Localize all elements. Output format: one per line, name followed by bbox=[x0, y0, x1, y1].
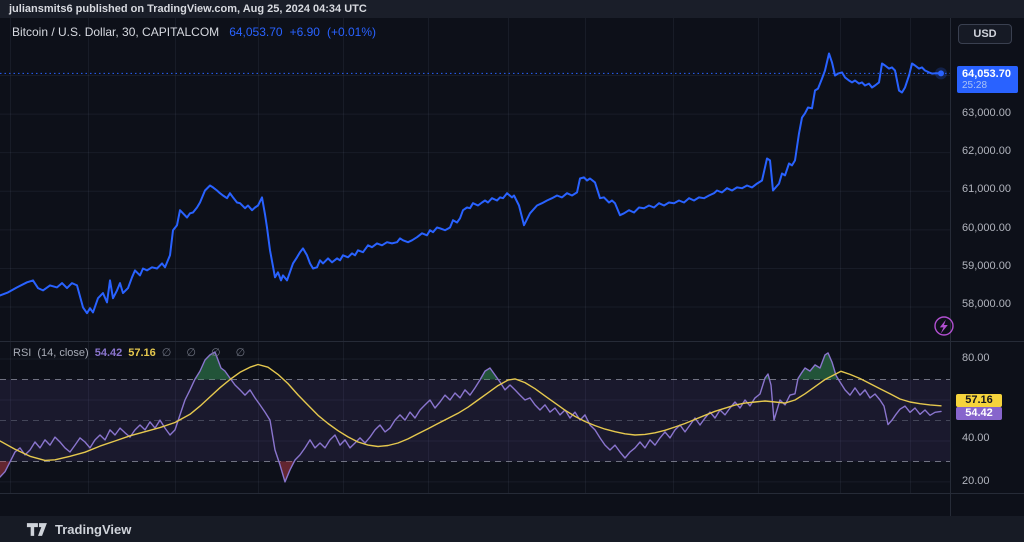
rsi-params: (14, close) bbox=[37, 347, 89, 359]
rsi-hidden-values: ∅ ∅ ∅ ∅ bbox=[161, 347, 252, 359]
price-axis-label: 60,000.00 bbox=[962, 222, 1011, 234]
publish-bar: juliansmits6 published on TradingView.co… bbox=[0, 0, 1024, 18]
publish-text: juliansmits6 published on TradingView.co… bbox=[9, 3, 367, 15]
price-axis-label: 61,000.00 bbox=[962, 183, 1011, 195]
price-axis-label: 63,000.00 bbox=[962, 107, 1011, 119]
bar-countdown: 25:28 bbox=[962, 80, 988, 91]
rsi-axis-label: 80.00 bbox=[962, 352, 990, 364]
symbol-title-row: Bitcoin / U.S. Dollar, 30, CAPITALCOM 64,… bbox=[12, 25, 376, 39]
price-axis-label: 58,000.00 bbox=[962, 298, 1011, 310]
rsi-label: RSI bbox=[13, 347, 32, 359]
rsi-ma-value: 57.16 bbox=[128, 347, 156, 359]
price-axis-label: 62,000.00 bbox=[962, 145, 1011, 157]
symbol-title: Bitcoin / U.S. Dollar, 30, CAPITALCOM bbox=[12, 25, 220, 39]
rsi-axis-label: 40.00 bbox=[962, 432, 990, 444]
tradingview-logo-icon[interactable] bbox=[26, 522, 48, 537]
rsi-ma-badge: 57.16 bbox=[956, 394, 1002, 407]
price-change: +6.90 bbox=[289, 25, 320, 39]
price-axis-label: 59,000.00 bbox=[962, 260, 1011, 272]
last-price-badge: 64,053.70 25:28 bbox=[957, 66, 1018, 93]
tradingview-brand[interactable]: TradingView bbox=[55, 521, 132, 537]
boost-icon[interactable] bbox=[934, 316, 954, 336]
rsi-badge: 54.42 bbox=[956, 407, 1002, 420]
last-price-dot bbox=[938, 70, 944, 77]
rsi-axis-label: 20.00 bbox=[962, 475, 990, 487]
last-price-value: 64,053.70 bbox=[229, 25, 283, 39]
price-change-percent: (+0.01%) bbox=[326, 25, 376, 39]
currency-toggle-button[interactable]: USD bbox=[958, 24, 1012, 44]
footer-bar: TradingView bbox=[0, 516, 1024, 542]
last-price-badge-value: 64,053.70 bbox=[962, 68, 1011, 80]
rsi-legend: RSI (14, close) 54.42 57.16 ∅ ∅ ∅ ∅ bbox=[13, 346, 257, 359]
rsi-value: 54.42 bbox=[94, 347, 123, 359]
